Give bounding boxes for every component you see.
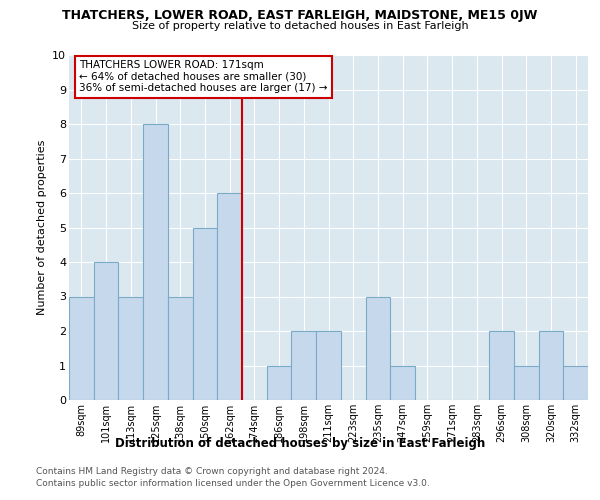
Bar bbox=[217, 193, 242, 400]
Bar bbox=[69, 296, 94, 400]
Text: Contains HM Land Registry data © Crown copyright and database right 2024.: Contains HM Land Registry data © Crown c… bbox=[36, 468, 388, 476]
Bar bbox=[563, 366, 588, 400]
Bar bbox=[316, 331, 341, 400]
Text: Distribution of detached houses by size in East Farleigh: Distribution of detached houses by size … bbox=[115, 438, 485, 450]
Bar bbox=[143, 124, 168, 400]
Bar bbox=[390, 366, 415, 400]
Text: THATCHERS, LOWER ROAD, EAST FARLEIGH, MAIDSTONE, ME15 0JW: THATCHERS, LOWER ROAD, EAST FARLEIGH, MA… bbox=[62, 9, 538, 22]
Y-axis label: Number of detached properties: Number of detached properties bbox=[37, 140, 47, 315]
Text: Size of property relative to detached houses in East Farleigh: Size of property relative to detached ho… bbox=[131, 21, 469, 31]
Bar bbox=[489, 331, 514, 400]
Bar bbox=[539, 331, 563, 400]
Bar bbox=[118, 296, 143, 400]
Bar bbox=[292, 331, 316, 400]
Bar bbox=[168, 296, 193, 400]
Bar bbox=[267, 366, 292, 400]
Bar bbox=[514, 366, 539, 400]
Bar bbox=[365, 296, 390, 400]
Bar bbox=[94, 262, 118, 400]
Text: Contains public sector information licensed under the Open Government Licence v3: Contains public sector information licen… bbox=[36, 479, 430, 488]
Bar bbox=[193, 228, 217, 400]
Text: THATCHERS LOWER ROAD: 171sqm
← 64% of detached houses are smaller (30)
36% of se: THATCHERS LOWER ROAD: 171sqm ← 64% of de… bbox=[79, 60, 328, 94]
